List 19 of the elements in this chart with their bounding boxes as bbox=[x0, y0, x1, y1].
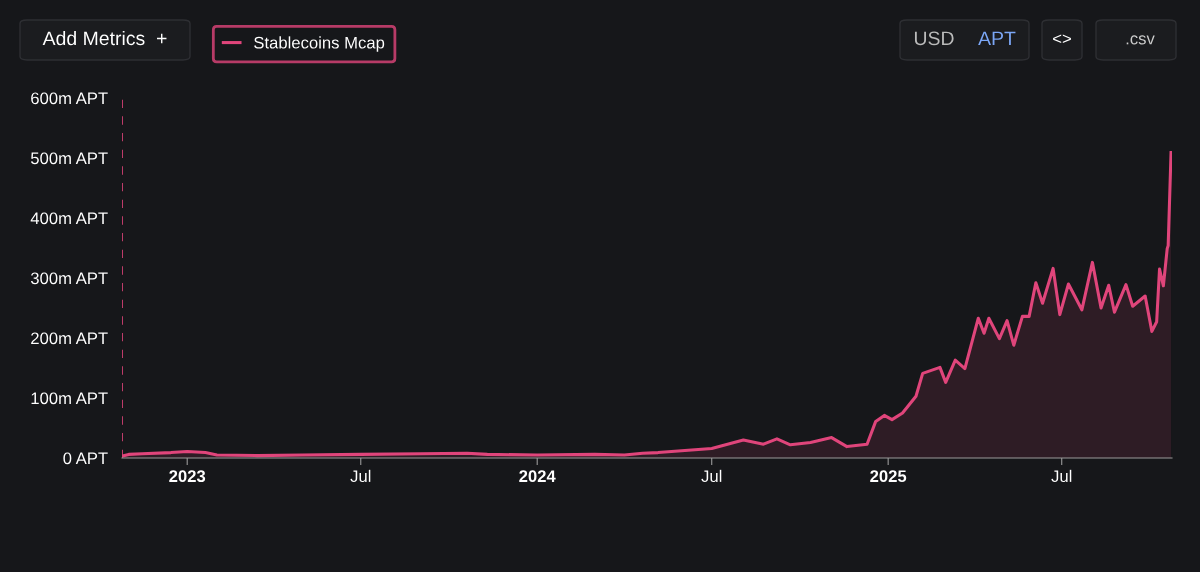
y-tick-label: 500m APT bbox=[30, 152, 108, 165]
text: USD bbox=[914, 31, 954, 46]
legend-label: Stablecoins Mcap bbox=[254, 36, 385, 52]
x-tick-label: 2025 bbox=[870, 470, 907, 483]
x-tick-label: 2024 bbox=[519, 470, 556, 483]
text: .csv bbox=[1126, 35, 1155, 45]
y-tick-label: 300m APT bbox=[30, 272, 108, 285]
y-tick-label: 200m APT bbox=[31, 332, 108, 345]
x-tick-label: Jul bbox=[701, 469, 722, 483]
text: Add Metrics + bbox=[42, 30, 167, 46]
y-tick-label: 100m APT bbox=[31, 392, 108, 405]
x-tick-label: 2023 bbox=[169, 470, 206, 483]
text: APT bbox=[978, 31, 1016, 46]
y-tick-label: 400m APT bbox=[30, 212, 108, 225]
y-tick-label: 600m APT bbox=[31, 92, 108, 105]
y-tick-label: 0 APT bbox=[63, 452, 108, 465]
text: <> bbox=[1053, 34, 1071, 44]
x-tick-label: Jul bbox=[1051, 469, 1072, 483]
x-tick-label: Jul bbox=[350, 469, 371, 483]
